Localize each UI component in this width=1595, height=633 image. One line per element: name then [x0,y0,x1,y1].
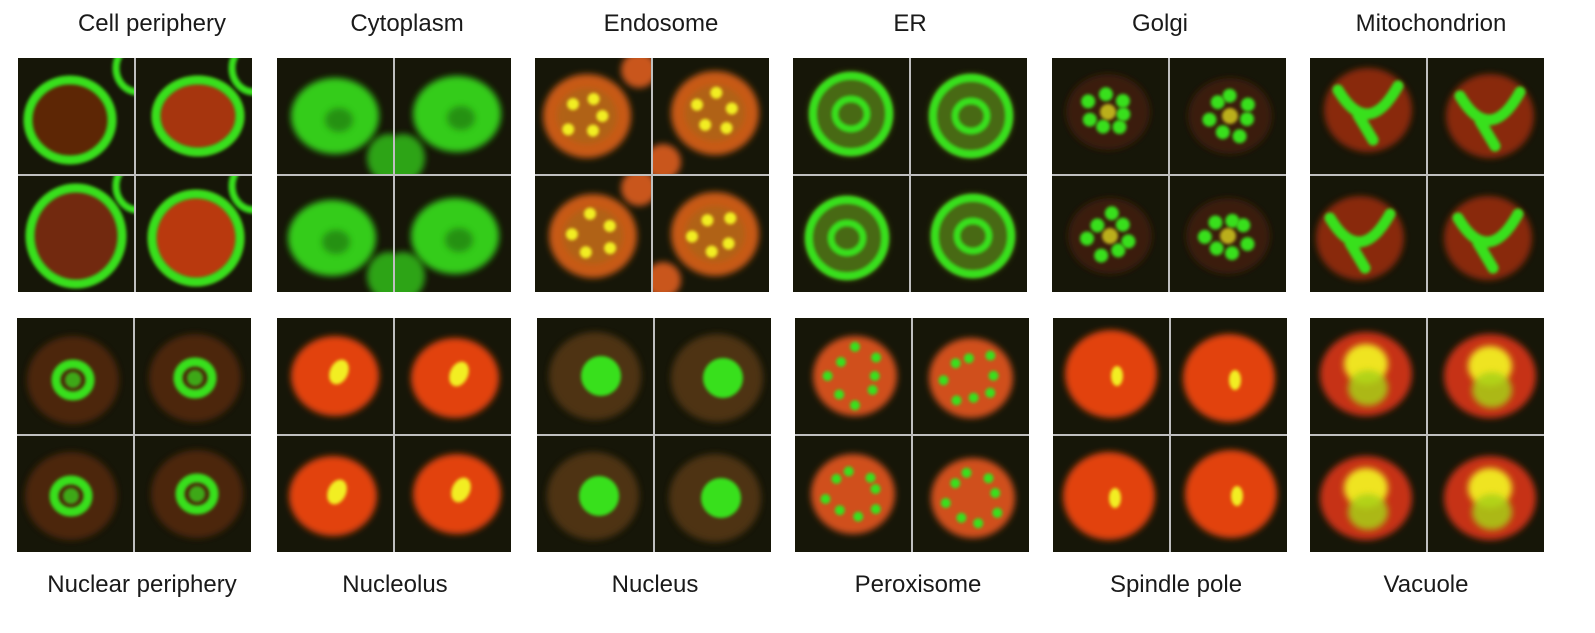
micrograph-tile [537,318,653,434]
panel-peroxisome [795,318,1029,552]
label-endosome: Endosome [603,10,719,37]
panel-mitochondrion [1310,58,1544,292]
micrograph-tile [136,176,252,292]
panel-nucleolus [277,318,511,552]
micrograph-tile [1171,436,1287,552]
label-spindle-pole: Spindle pole [1109,571,1243,598]
micrograph-tile [793,58,909,174]
micrograph-tile [537,436,653,552]
panel-golgi [1052,58,1286,292]
label-nucleolus: Nucleolus [342,571,448,598]
micrograph-tile [136,58,252,174]
micrograph-tile [1053,318,1169,434]
micrograph-tile [395,318,511,434]
micrograph-tile [1053,436,1169,552]
micrograph-tile [1052,58,1168,174]
micrograph-tile [395,436,511,552]
micrograph-tile [395,58,511,174]
micrograph-tile [795,318,911,434]
micrograph-tile [277,318,393,434]
micrograph-tile [535,176,651,292]
micrograph-tile [1310,436,1426,552]
label-nuclear-periphery: Nuclear periphery [47,571,237,598]
micrograph-tile [135,436,251,552]
label-peroxisome: Peroxisome [854,571,982,598]
micrograph-tile [655,436,771,552]
micrograph-tile [911,176,1027,292]
panel-nucleus [537,318,771,552]
micrograph-tile [913,436,1029,552]
micrograph-tile [913,318,1029,434]
label-vacuole: Vacuole [1383,571,1469,598]
micrograph-tile [277,176,393,292]
micrograph-tile [535,58,651,174]
micrograph-tile [17,436,133,552]
micrograph-tile [1170,176,1286,292]
panel-cell-periphery [18,58,252,292]
label-cytoplasm: Cytoplasm [350,10,464,37]
label-golgi: Golgi [1131,10,1189,37]
panel-spindle-pole [1053,318,1287,552]
micrograph-tile [18,58,134,174]
panel-cytoplasm [277,58,511,292]
micrograph-tile [1171,318,1287,434]
micrograph-tile [1428,58,1544,174]
label-mitochondrion: Mitochondrion [1355,10,1507,37]
micrograph-tile [1052,176,1168,292]
micrograph-tile [1428,318,1544,434]
panel-vacuole [1310,318,1544,552]
label-nucleus: Nucleus [611,571,699,598]
panel-nuclear-periphery [17,318,251,552]
micrograph-tile [1310,176,1426,292]
micrograph-tile [1310,318,1426,434]
micrograph-tile [795,436,911,552]
micrograph-tile [1428,176,1544,292]
micrograph-tile [18,176,134,292]
micrograph-tile [395,176,511,292]
micrograph-tile [653,176,769,292]
panel-er [793,58,1027,292]
micrograph-tile [1428,436,1544,552]
micrograph-tile [911,58,1027,174]
label-er: ER [893,10,927,37]
micrograph-tile [653,58,769,174]
micrograph-tile [277,58,393,174]
label-cell-periphery: Cell periphery [77,10,227,37]
micrograph-tile [1310,58,1426,174]
micrograph-tile [655,318,771,434]
micrograph-tile [17,318,133,434]
micrograph-tile [135,318,251,434]
micrograph-tile [1170,58,1286,174]
micrograph-tile [277,436,393,552]
micrograph-tile [793,176,909,292]
panel-endosome [535,58,769,292]
